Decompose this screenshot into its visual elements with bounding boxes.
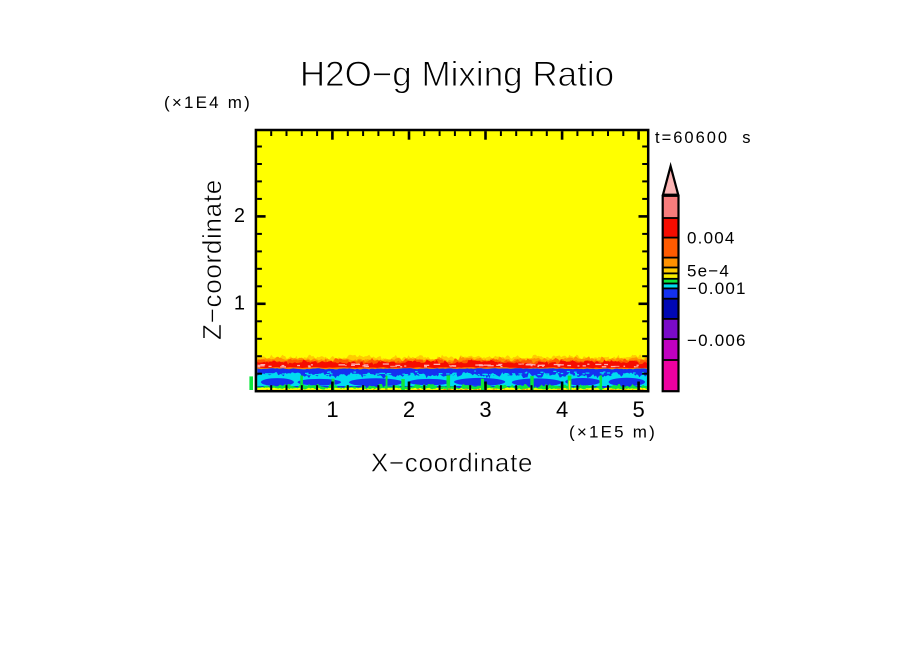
svg-text:(×1E5 m): (×1E5 m)	[569, 423, 657, 442]
svg-text:−0.001: −0.001	[687, 279, 747, 298]
svg-text:(×1E4 m): (×1E4 m)	[164, 93, 252, 112]
svg-text:5: 5	[633, 397, 645, 422]
svg-text:5e−4: 5e−4	[687, 262, 730, 281]
svg-text:t=60600 s: t=60600 s	[655, 129, 753, 147]
svg-text:1: 1	[234, 293, 245, 315]
svg-text:1: 1	[326, 397, 338, 422]
svg-text:2: 2	[403, 397, 415, 422]
svg-text:2: 2	[234, 205, 245, 227]
svg-text:−0.006: −0.006	[687, 331, 747, 350]
svg-text:Z−coordinate: Z−coordinate	[197, 179, 227, 340]
svg-text:3: 3	[479, 397, 491, 422]
svg-text:H2O−g Mixing Ratio: H2O−g Mixing Ratio	[300, 55, 614, 94]
svg-text:4: 4	[556, 397, 568, 422]
svg-text:0.004: 0.004	[687, 229, 736, 248]
svg-text:X−coordinate: X−coordinate	[371, 448, 533, 478]
